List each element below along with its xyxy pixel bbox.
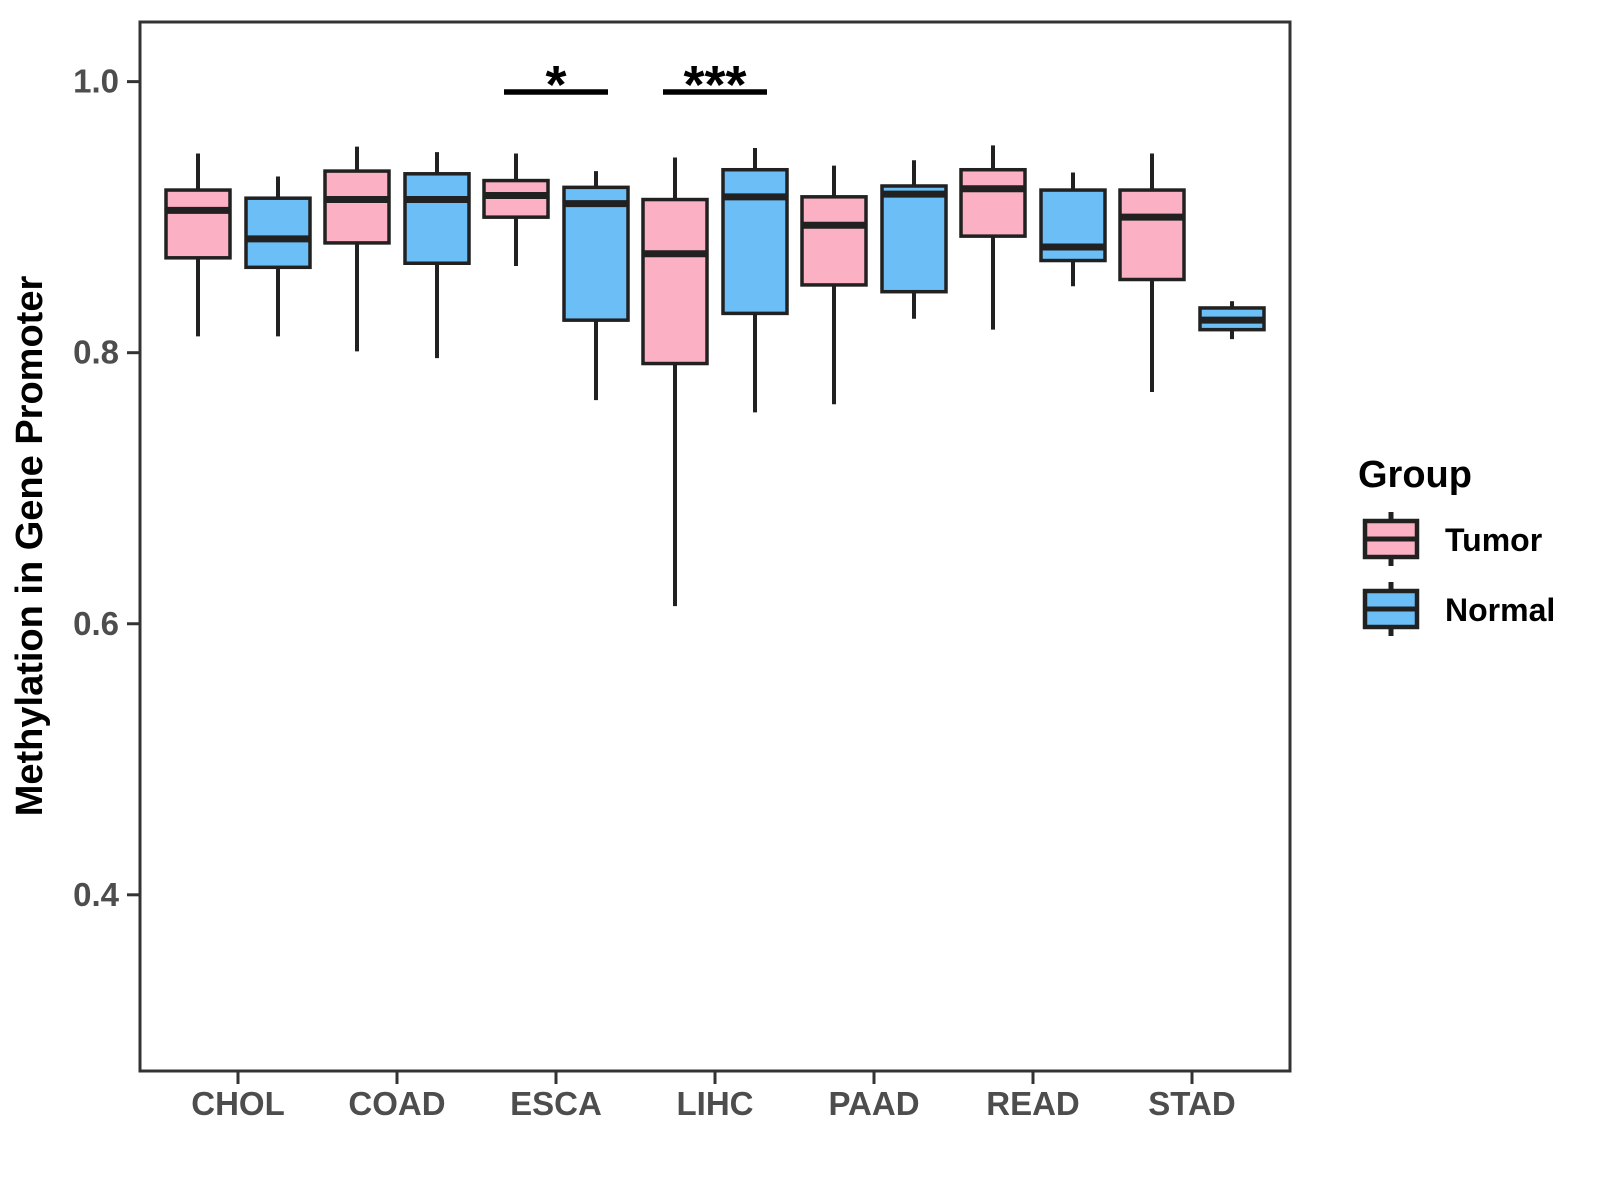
iqr-box	[403, 172, 471, 265]
x-tick-label-COAD: COAD	[348, 1085, 445, 1122]
box-ESCA-Tumor	[482, 153, 550, 266]
y-tick-label-0.8: 0.8	[73, 334, 119, 371]
iqr-box	[641, 197, 709, 366]
box-STAD-Normal	[1198, 301, 1266, 340]
box-ESCA-Normal	[562, 171, 630, 401]
x-tick-label-PAAD: PAAD	[828, 1085, 919, 1122]
box-CHOL-Normal	[244, 176, 312, 337]
iqr-box	[244, 196, 312, 270]
legend-title: Group	[1358, 454, 1472, 496]
y-tick-label-0.4: 0.4	[73, 876, 120, 913]
iqr-box	[323, 169, 391, 245]
legend-label-normal: Normal	[1445, 592, 1555, 628]
iqr-box	[1118, 188, 1186, 282]
significance-label-LIHC: ***	[683, 55, 746, 115]
x-tick-label-CHOL: CHOL	[191, 1085, 285, 1122]
significance-label-ESCA: *	[545, 55, 566, 115]
x-tick-label-ESCA: ESCA	[510, 1085, 602, 1122]
panel-border	[138, 20, 1292, 1073]
box-LIHC-Tumor	[641, 157, 709, 607]
box-LIHC-Normal	[721, 148, 789, 413]
legend-key-normal: Normal	[1362, 582, 1555, 636]
y-tick-label-1.0: 1.0	[73, 63, 119, 100]
iqr-box	[959, 167, 1027, 238]
box-STAD-Tumor	[1118, 153, 1186, 392]
box-READ-Tumor	[959, 145, 1027, 330]
iqr-box	[562, 185, 630, 322]
iqr-box	[721, 167, 789, 316]
x-tick-label-STAD: STAD	[1148, 1085, 1235, 1122]
plot-panel: 1.0 0.8 0.6 0.4 CHOL COAD ESCA LIHC PAAD READ STAD…	[73, 20, 1292, 1122]
box-PAAD-Normal	[880, 160, 948, 319]
y-axis-title: Methylation in Gene Promoter	[9, 276, 51, 817]
legend: Group Tumor Normal	[1358, 454, 1555, 636]
box-CHOL-Tumor	[164, 153, 232, 337]
box-PAAD-Tumor	[800, 165, 868, 405]
box-COAD-Tumor	[323, 146, 391, 352]
legend-label-tumor: Tumor	[1445, 522, 1542, 558]
x-tick-label-LIHC: LIHC	[677, 1085, 754, 1122]
y-tick-label-0.6: 0.6	[73, 605, 119, 642]
iqr-box	[880, 184, 948, 294]
x-tick-label-READ: READ	[986, 1085, 1080, 1122]
box-COAD-Normal	[403, 152, 471, 359]
iqr-box	[800, 195, 868, 287]
legend-key-tumor: Tumor	[1362, 512, 1542, 566]
iqr-box	[164, 188, 232, 260]
box-READ-Normal	[1039, 172, 1107, 287]
